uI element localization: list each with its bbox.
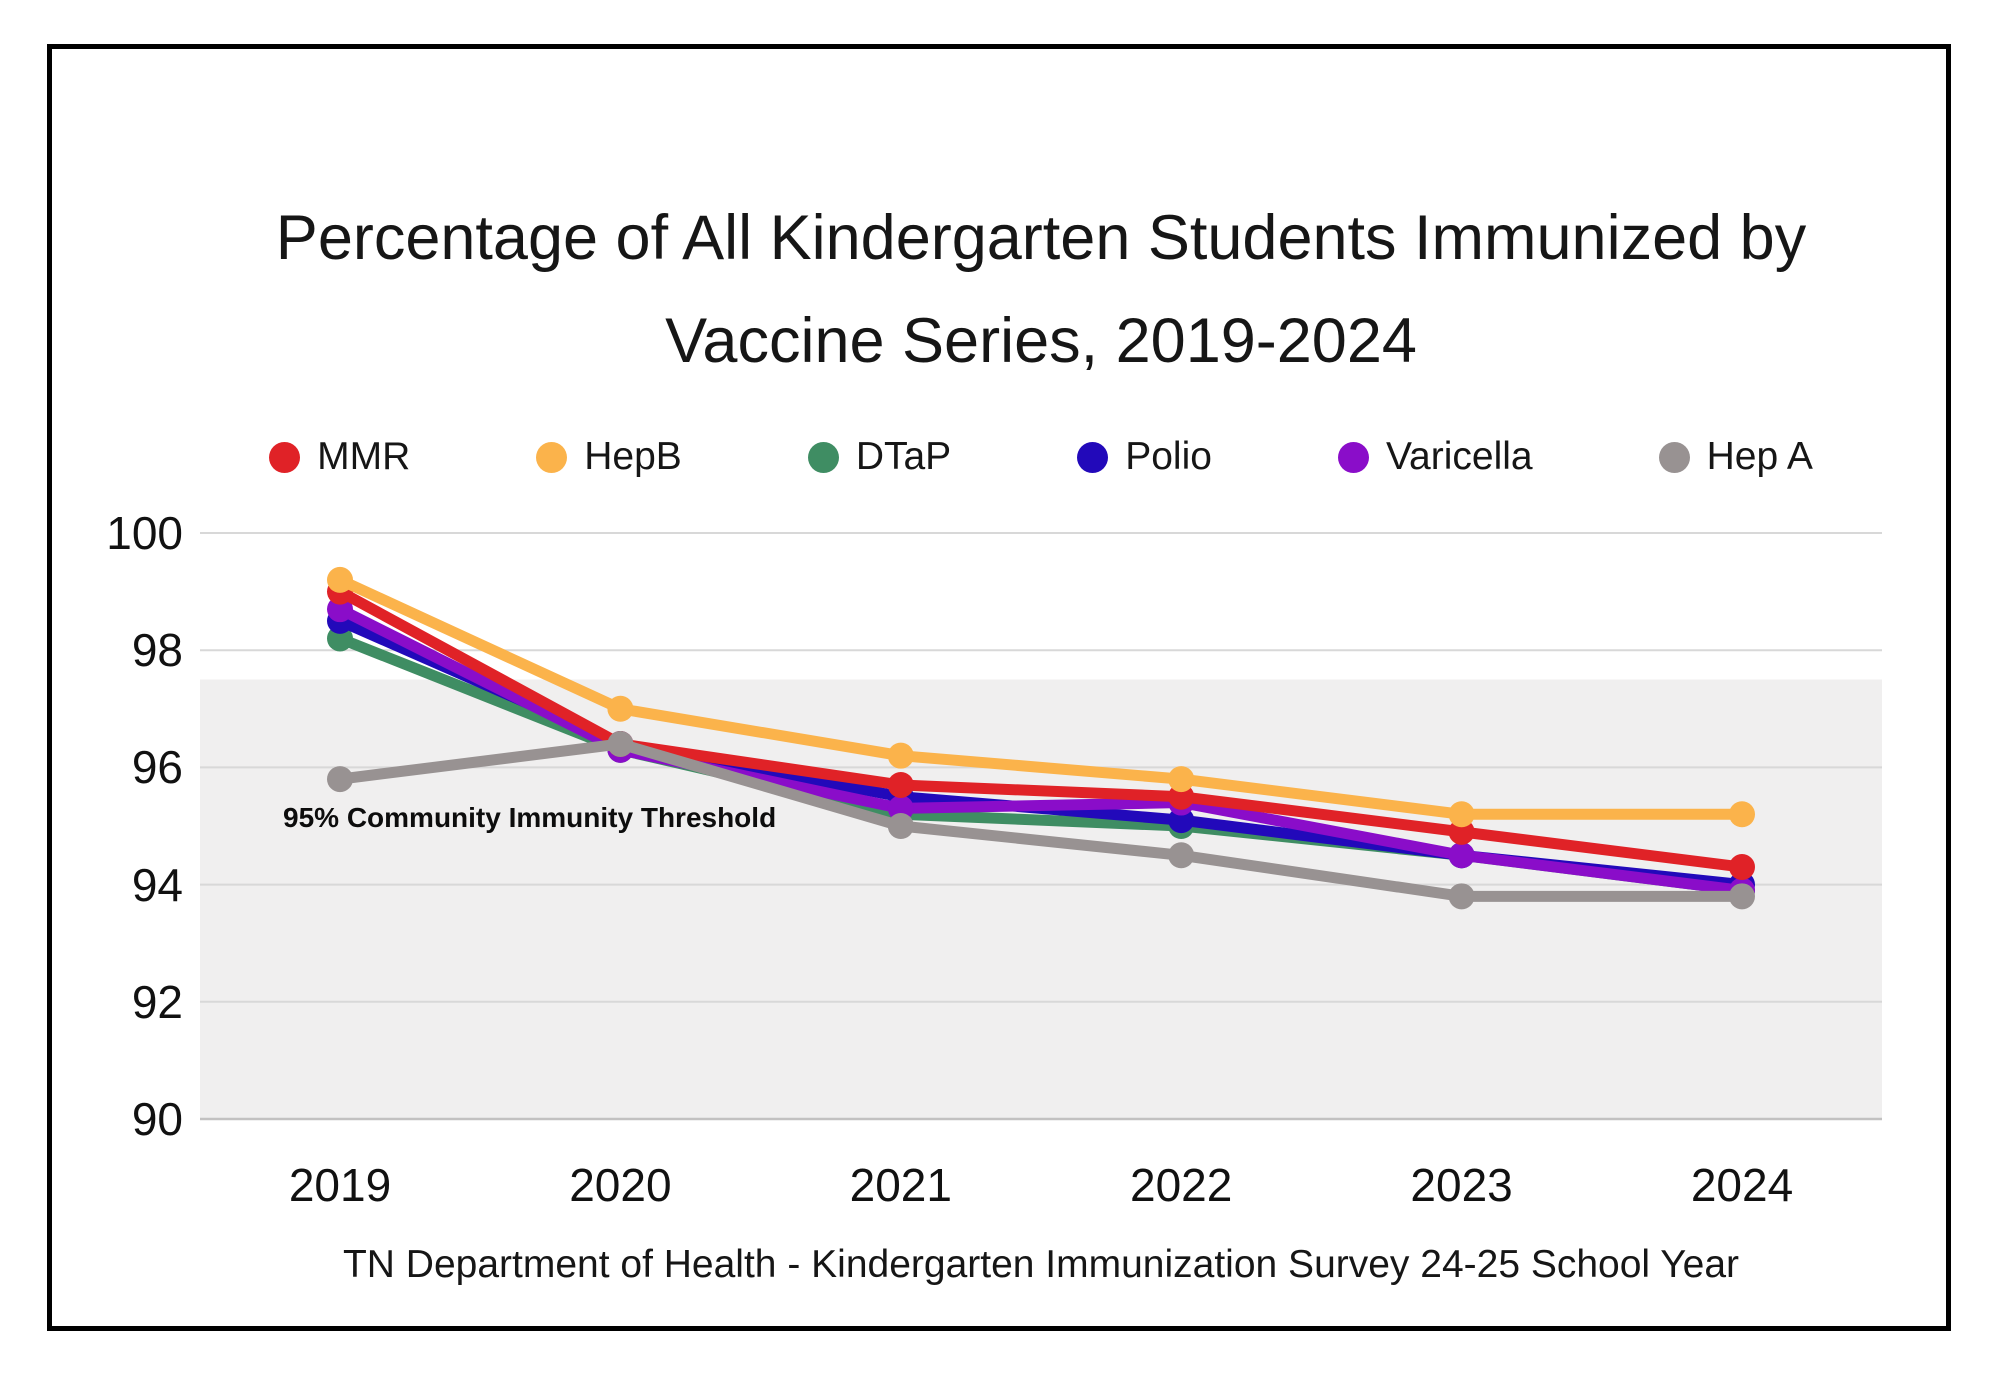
chart-legend: MMR HepB DTaP Polio Varicella Hep A — [200, 427, 1882, 487]
series-point-hep-a-2021 — [887, 813, 914, 839]
legend-label: DTaP — [855, 435, 952, 478]
legend-dot-icon-hep-a — [1658, 441, 1690, 473]
legend-label: Polio — [1125, 435, 1212, 478]
legend-item-dtap: DTaP — [807, 435, 952, 479]
legend-label: MMR — [317, 435, 411, 478]
legend-dot-icon-polio — [1077, 441, 1109, 473]
y-axis-label-92: 92 — [131, 975, 183, 1028]
legend-item-hepb: HepB — [536, 435, 682, 479]
legend-label: Hep A — [1706, 435, 1813, 478]
threshold-annotation: 95% Community Immunity Threshold — [283, 802, 777, 833]
legend-dot-icon-mmr — [269, 441, 301, 473]
x-axis-label-2024: 2024 — [1690, 1159, 1794, 1211]
series-point-varicella-2023 — [1448, 842, 1475, 869]
legend-dot-icon-varicella — [1337, 441, 1369, 473]
series-point-hepb-2020 — [607, 695, 634, 722]
series-line-varicella — [334, 603, 1748, 896]
y-axis-label-100: 100 — [106, 507, 183, 559]
source-caption: TN Department of Health - Kindergarten I… — [342, 1243, 1740, 1286]
series-point-hepb-2024 — [1729, 801, 1755, 828]
x-axis-label-2021: 2021 — [849, 1159, 952, 1211]
chart-frame: Percentage of All Kindergarten Students … — [47, 44, 1951, 1331]
series-point-hepb-2023 — [1448, 801, 1475, 828]
series-line-hep-a — [334, 738, 1748, 902]
legend-item-polio: Polio — [1077, 435, 1212, 479]
series-point-hepb-2022 — [1168, 766, 1195, 793]
chart-title-text: Percentage of All Kindergarten Students … — [275, 203, 1807, 377]
series-point-hep-a-2020 — [607, 730, 634, 757]
series-point-mmr-2024 — [1729, 854, 1755, 881]
x-axis-label-2020: 2020 — [569, 1159, 672, 1211]
y-axis-label-98: 98 — [131, 624, 183, 677]
y-axis-label-96: 96 — [131, 741, 183, 794]
legend-item-varicella: Varicella — [1337, 435, 1533, 479]
legend-dot-icon-hepb — [536, 441, 568, 473]
y-axis-label-94: 94 — [131, 858, 183, 911]
chart-title: Percentage of All Kindergarten Students … — [200, 187, 1882, 394]
series-point-hep-a-2019 — [327, 766, 353, 793]
legend-label: Varicella — [1385, 435, 1533, 478]
immunization-line-chart — [200, 532, 1882, 1121]
series-point-hepb-2021 — [887, 742, 914, 769]
series-point-hep-a-2023 — [1448, 883, 1475, 910]
legend-label: HepB — [584, 435, 682, 478]
series-point-hepb-2019 — [327, 566, 353, 593]
x-axis-label-2019: 2019 — [288, 1159, 392, 1211]
series-line-hepb — [334, 574, 1748, 820]
x-axis-label-2023: 2023 — [1410, 1159, 1513, 1211]
legend-item-hep-a: Hep A — [1658, 435, 1813, 479]
series-point-mmr-2021 — [887, 771, 914, 798]
series-point-hep-a-2022 — [1168, 842, 1195, 869]
legend-item-mmr: MMR — [269, 435, 410, 479]
series-point-hep-a-2024 — [1729, 883, 1755, 910]
y-axis-label-90: 90 — [131, 1093, 183, 1145]
x-axis-label-2022: 2022 — [1130, 1159, 1233, 1211]
legend-dot-icon-dtap — [807, 441, 839, 473]
series-line-mmr — [334, 586, 1748, 873]
